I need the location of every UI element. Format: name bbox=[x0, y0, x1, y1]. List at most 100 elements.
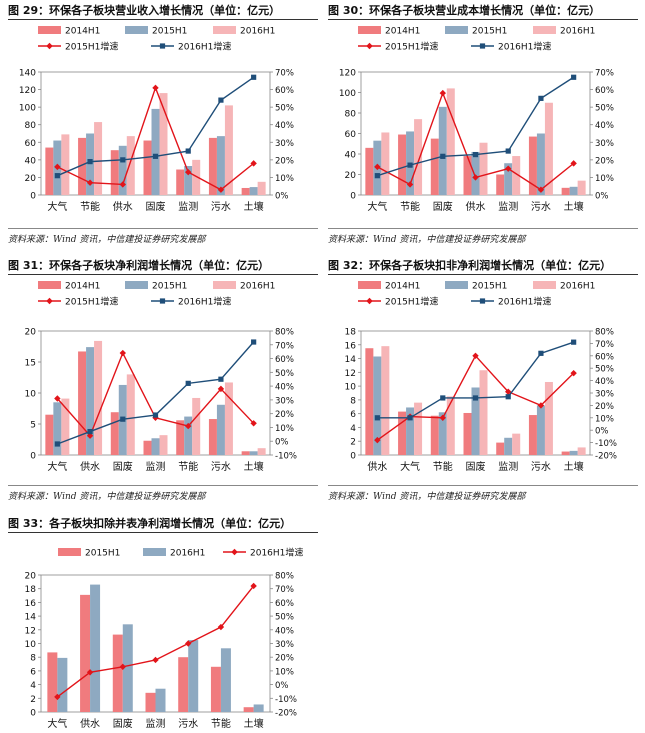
legend-swatch bbox=[445, 26, 468, 34]
y2-tick-label: 80% bbox=[595, 328, 614, 338]
bar bbox=[577, 447, 586, 455]
line-point bbox=[152, 153, 159, 159]
bar bbox=[224, 382, 233, 455]
bar bbox=[86, 347, 95, 455]
bar bbox=[110, 150, 119, 195]
line-point bbox=[251, 339, 257, 345]
line-point bbox=[54, 163, 61, 171]
line-point bbox=[119, 181, 126, 188]
legend-swatch bbox=[358, 26, 381, 34]
title-rule bbox=[328, 19, 638, 20]
bar bbox=[110, 412, 119, 455]
source-note: 资料来源：Wind 资讯，中信建投证券研究发展部 bbox=[8, 492, 206, 502]
x-tick-label: 大气 bbox=[47, 717, 67, 730]
title-rule bbox=[328, 274, 638, 275]
y2-tick-label: 20% bbox=[275, 410, 294, 420]
bar bbox=[241, 187, 250, 195]
source-note: 资料来源：Wind 资讯，中信建投证券研究发展部 bbox=[328, 235, 526, 245]
bar bbox=[112, 634, 123, 712]
y-tick-label: 16 bbox=[345, 341, 357, 351]
y2-tick-label: 50% bbox=[275, 369, 294, 379]
x-tick-label: 大气 bbox=[400, 460, 420, 473]
bar bbox=[249, 187, 258, 195]
bar bbox=[184, 166, 193, 195]
bar bbox=[249, 451, 258, 455]
y2-tick-label: 50% bbox=[275, 104, 294, 114]
chart-fig32: 0 2 4 6 8 10 12 14 16 18 -20% -10% 0% 10% 20% 30% 40% 50%… bbox=[345, 281, 617, 473]
legend-label: 2015H1 bbox=[472, 282, 507, 292]
legend-swatch bbox=[213, 26, 236, 34]
source-note: 资料来源：Wind 资讯，中信建投证券研究发展部 bbox=[328, 492, 526, 502]
y-tick-label: 0 bbox=[30, 709, 36, 719]
chart-fig30: 0 20 40 60 80 100 120 0% 10% 20% 30% 40% 50% 60% 70% 大气… bbox=[339, 26, 614, 213]
bar bbox=[479, 142, 488, 195]
x-tick-label: 土壤 bbox=[244, 460, 264, 473]
bar bbox=[188, 640, 199, 712]
bar bbox=[536, 133, 545, 195]
bar bbox=[45, 414, 54, 455]
x-tick-label: 固废 bbox=[113, 717, 133, 730]
line-point bbox=[218, 97, 224, 103]
legend-swatch bbox=[533, 281, 556, 289]
bar bbox=[94, 122, 103, 195]
legend-label: 2014H1 bbox=[65, 27, 100, 37]
bar bbox=[80, 594, 91, 712]
y2-tick-label: 60% bbox=[275, 599, 294, 609]
y2-tick-label: -20% bbox=[595, 452, 617, 462]
x-tick-label: 监测 bbox=[498, 460, 518, 473]
y-tick-label: 60 bbox=[25, 139, 37, 149]
y2-tick-label: 50% bbox=[595, 365, 614, 375]
y-tick-label: 2 bbox=[350, 438, 356, 448]
bar bbox=[45, 147, 54, 195]
y-tick-label: 100 bbox=[19, 104, 36, 114]
y2-tick-label: -10% bbox=[275, 452, 297, 462]
x-tick-label: 污水 bbox=[211, 461, 231, 473]
source-rule bbox=[8, 228, 318, 229]
plot-frame bbox=[40, 330, 271, 456]
legend-label: 2016H1增速 bbox=[178, 296, 231, 308]
x-tick-label: 污水 bbox=[178, 718, 198, 730]
legend-marker bbox=[366, 42, 373, 50]
legend-label: 2015H1增速 bbox=[385, 296, 438, 308]
bar bbox=[61, 134, 70, 195]
y2-tick-label: 10% bbox=[275, 424, 294, 434]
line-point bbox=[250, 160, 257, 167]
legend-swatch bbox=[533, 26, 556, 34]
y-tick-label: 10 bbox=[25, 640, 37, 650]
bar bbox=[257, 181, 266, 195]
x-tick-label: 污水 bbox=[211, 201, 231, 213]
x-tick-label: 土壤 bbox=[564, 200, 584, 213]
line-point bbox=[251, 74, 257, 80]
x-tick-label: 供水 bbox=[80, 460, 100, 473]
y2-tick-label: 40% bbox=[275, 383, 294, 393]
bar bbox=[257, 448, 266, 455]
y2-tick-label: 0% bbox=[275, 681, 289, 691]
y-tick-label: 8 bbox=[30, 654, 36, 664]
y2-tick-label: -10% bbox=[275, 695, 297, 705]
legend-label: 2016H1增速 bbox=[178, 41, 231, 53]
bar bbox=[216, 136, 225, 195]
x-tick-label: 节能 bbox=[211, 717, 231, 730]
line-point bbox=[505, 388, 512, 395]
x-tick-label: 固废 bbox=[113, 460, 133, 473]
y-tick-label: 100 bbox=[339, 89, 356, 99]
y-tick-label: 0 bbox=[30, 192, 36, 202]
source-rule bbox=[8, 485, 318, 486]
y2-tick-label: 0% bbox=[595, 427, 609, 437]
y-tick-label: 40 bbox=[345, 151, 357, 161]
y-tick-label: 18 bbox=[345, 328, 357, 338]
y2-tick-label: 70% bbox=[275, 585, 294, 595]
x-tick-label: 污水 bbox=[531, 461, 551, 473]
legend-label: 2016H1 bbox=[560, 282, 595, 292]
legend-label: 2015H1增速 bbox=[385, 41, 438, 53]
y-tick-label: 8 bbox=[350, 396, 356, 406]
legend-label: 2014H1 bbox=[65, 282, 100, 292]
bar bbox=[479, 370, 488, 455]
bar bbox=[216, 404, 225, 455]
y-tick-label: 20 bbox=[25, 174, 37, 184]
bar bbox=[365, 147, 374, 195]
y-tick-label: 0 bbox=[350, 192, 356, 202]
y2-tick-label: 0% bbox=[275, 192, 289, 202]
legend-marker bbox=[231, 548, 238, 556]
bar bbox=[373, 356, 382, 455]
